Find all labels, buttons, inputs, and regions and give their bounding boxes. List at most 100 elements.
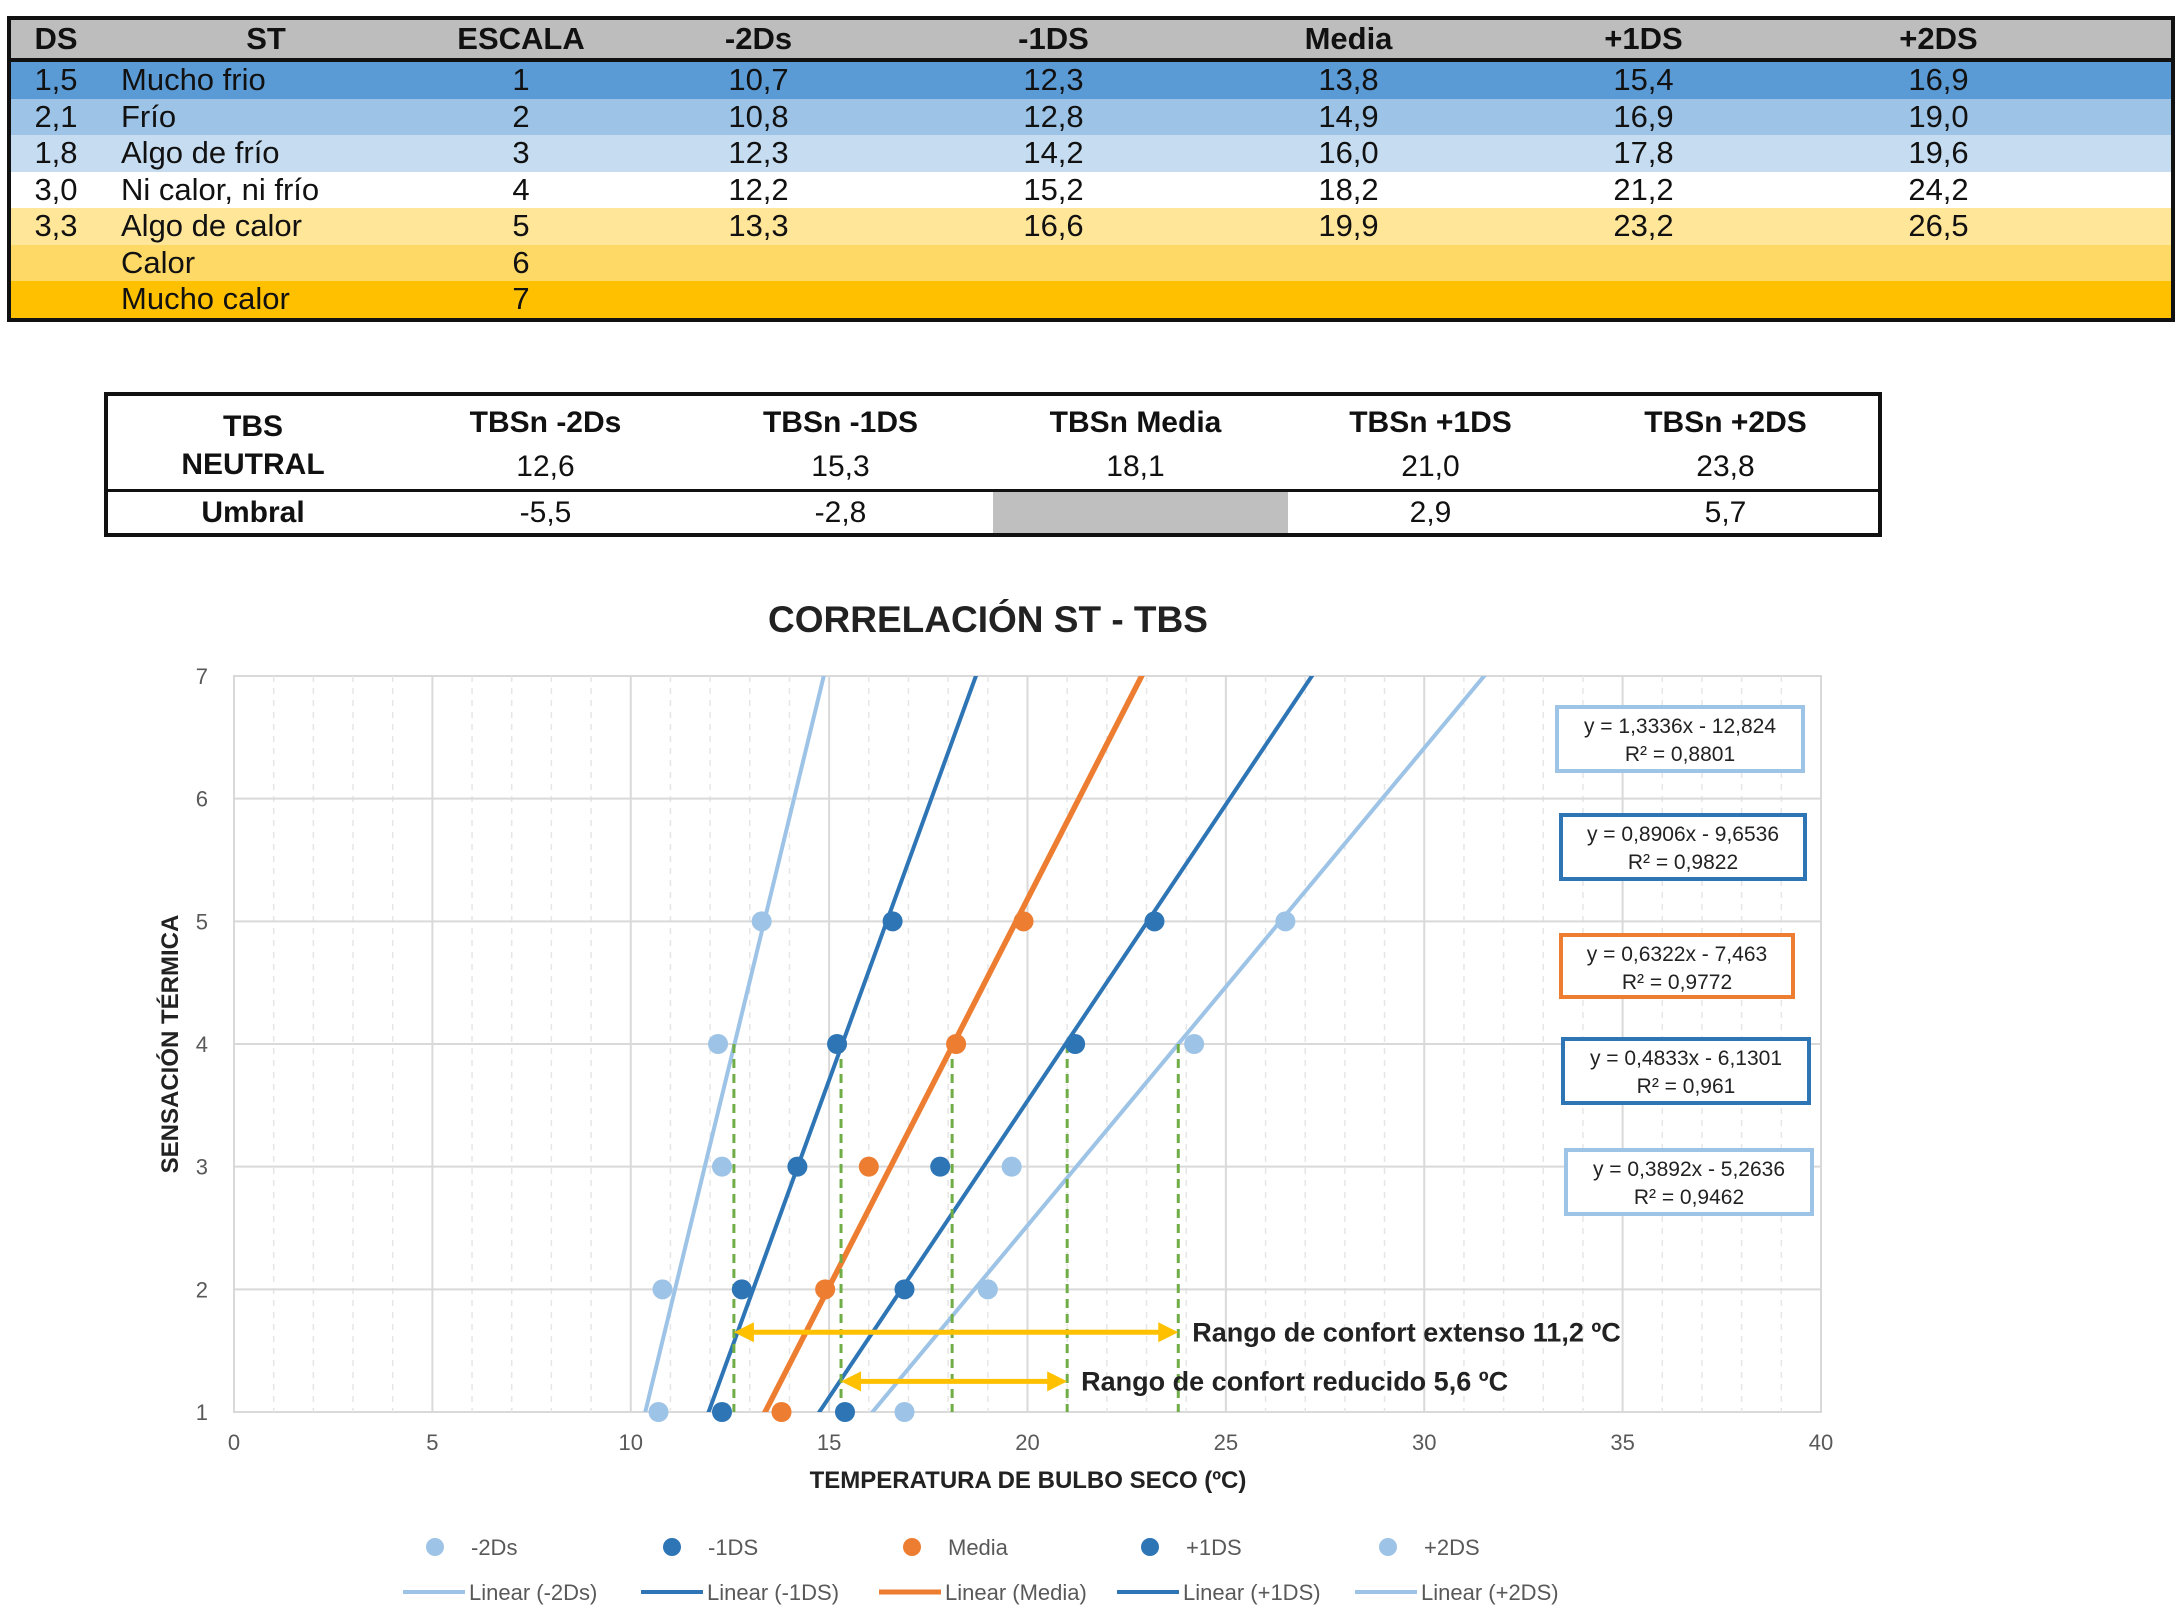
equation-box [1555,705,1805,773]
escala-cell: 3 [512,135,530,171]
value-cell: 13,8 [1318,62,1379,98]
st-cell: Frío [121,98,177,134]
value-cell: 12,3 [1023,62,1084,98]
data-points [648,911,1296,1422]
data-point [827,1034,848,1054]
plot-grid [233,675,1822,1413]
umbral-minus1ds-value: -2,8 [814,496,867,529]
data-point [712,1156,733,1177]
tbs-label: TBS [223,410,283,443]
y-tick-label: 5 [196,909,208,934]
header-tbsn-minus2ds: TBSn -2Ds [469,406,622,439]
equation-box [1559,813,1807,881]
y-tick-label: 1 [196,1400,208,1425]
ds-cell: 3,3 [34,208,78,244]
equation-box [1561,1037,1811,1105]
scale-table-header: DS ST ESCALA -2Ds -1DS Media +1DS +2DS [11,20,2171,62]
value-cell: 17,8 [1613,135,1674,171]
r2-text: R² = 0,9772 [1622,971,1732,994]
tbsn-minus1ds-value: 15,3 [811,450,870,483]
data-point [946,1034,967,1054]
scale-table: DS ST ESCALA -2Ds -1DS Media +1DS +2DS 1… [7,16,2175,322]
value-cell: 12,2 [728,171,789,207]
value-cell: 16,9 [1908,62,1969,98]
x-tick-label: 10 [619,1430,643,1455]
data-point [1013,911,1034,932]
data-point [930,1156,951,1177]
value-cell: 16,9 [1613,98,1674,134]
tbsn-media-value: 18,1 [1106,450,1165,483]
header-tbsn-plus2ds: TBSn +2DS [1644,406,1807,439]
umbral-media-empty [993,492,1288,533]
table-row: Mucho calor 7 [11,281,2171,318]
x-tick-label: 25 [1214,1430,1238,1455]
umbral-plus2ds-value: 5,7 [1704,496,1747,529]
legend-label: +1DS [1186,1535,1242,1560]
equation-text: y = 0,8906x - 9,6536 [1587,823,1779,846]
table-row: 1,8 Algo de frío 3 12,3 14,2 16,0 17,8 19,6 [11,135,2171,172]
header-plus2ds: +2DS [1899,21,1978,56]
legend-label: +2DS [1424,1535,1480,1560]
escala-cell: 4 [512,171,530,207]
data-point [652,1279,673,1300]
header-tbsn-minus1ds: TBSn -1DS [762,406,918,439]
table-row: 3,3 Algo de calor 5 13,3 16,6 19,9 23,2 26,5 [11,208,2171,245]
data-point [751,911,772,932]
equation-text: y = 1,3336x - 12,824 [1584,715,1776,738]
value-cell: 26,5 [1908,208,1969,244]
table-row: Calor 6 [11,244,2171,281]
st-cell: Ni calor, ni frío [121,171,320,207]
escala-cell: 5 [512,208,530,244]
escala-cell: 7 [512,281,530,317]
comfort-ranges: Rango de confort extenso 11,2 ºC Rango de… [733,1317,1621,1396]
data-point [1144,911,1165,932]
y-tick-label: 2 [196,1277,208,1302]
legend-marker [1379,1538,1397,1556]
data-point [648,1402,669,1422]
r2-text: R² = 0,961 [1637,1075,1736,1098]
st-cell: Mucho calor [121,281,290,317]
legend: -2Ds Linear (-2Ds) -1DS Linear (-1DS) Media L… [403,1535,1559,1605]
r2-text: R² = 0,8801 [1625,743,1735,766]
value-cell: 14,9 [1318,98,1379,134]
equation-text: y = 0,4833x - 6,1301 [1590,1047,1782,1070]
header-ds: DS [34,21,78,56]
equation-box [1564,1148,1814,1216]
legend-trend-label: Linear (-1DS) [707,1580,839,1605]
st-cell: Algo de frío [121,135,280,171]
data-point [712,1402,733,1422]
escala-cell: 6 [512,244,530,280]
y-tick-label: 7 [196,664,208,689]
st-cell: Calor [121,244,196,280]
range-label: Rango de confort extenso 11,2 ºC [1192,1317,1620,1347]
value-cell: 16,6 [1023,208,1084,244]
value-cell: 16,0 [1318,135,1379,171]
x-tick-label: 30 [1412,1430,1436,1455]
data-point [977,1279,998,1300]
equation-box [1559,933,1795,999]
legend-marker [903,1538,921,1556]
correlation-chart: CORRELACIÓN ST - TBS 0 5 10 15 20 25 30 35 40123… [156,598,1833,1605]
data-point [894,1402,915,1422]
value-cell: 15,2 [1023,171,1084,207]
header-tbsn-media: TBSn Media [1049,406,1222,439]
data-point [1001,1156,1022,1177]
legend-marker [1141,1538,1159,1556]
value-cell: 10,8 [728,98,789,134]
data-point [1275,911,1296,932]
x-axis-label: TEMPERATURA DE BULBO SECO (ºC) [810,1467,1247,1494]
umbral-label: Umbral [201,496,305,529]
x-tick-label: 20 [1015,1430,1039,1455]
header-minus1ds: -1DS [1018,21,1089,56]
neutral-table: TBS NEUTRAL TBSn -2Ds TBSn -1DS TBSn Med… [104,392,1882,537]
tbsn-plus1ds-value: 21,0 [1401,450,1460,483]
data-point [834,1402,855,1422]
header-plus1ds: +1DS [1604,21,1683,56]
data-point [858,1156,879,1177]
tbsn-minus2ds-value: 12,6 [516,450,575,483]
value-cell: 12,8 [1023,98,1084,134]
value-cell: 19,0 [1908,98,1969,134]
legend-trend-label: Linear (Media) [945,1580,1087,1605]
range-arrow-head [1158,1322,1179,1343]
umbral-row: Umbral -5,5 -2,8 2,9 5,7 [108,492,1878,533]
